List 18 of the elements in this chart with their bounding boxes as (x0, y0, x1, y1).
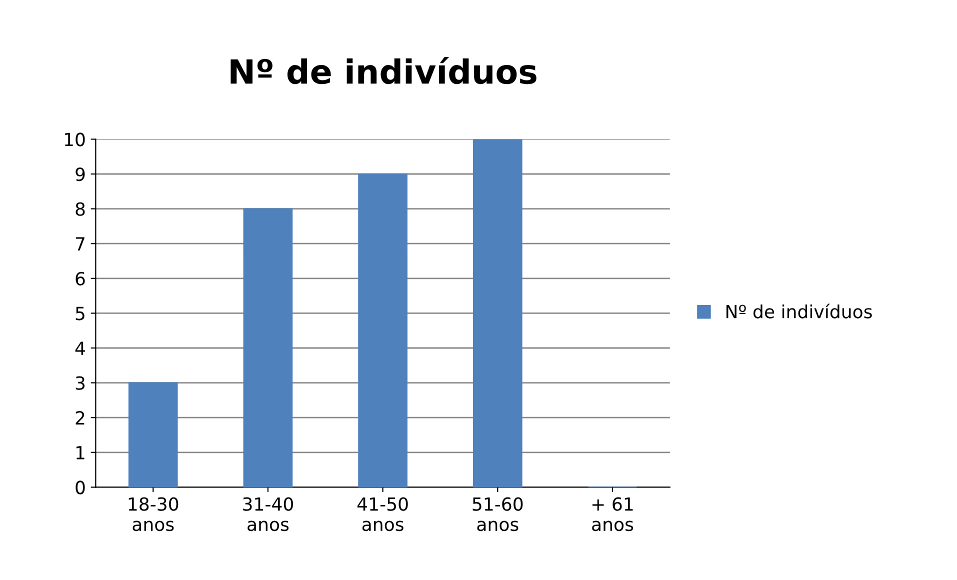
x-tick-label: 31-40 anos (243, 497, 293, 532)
y-tick-label: 10 (64, 132, 85, 146)
y-tick-label: 0 (76, 480, 85, 494)
y-tick-label: 8 (76, 202, 85, 216)
y-tick-label: 5 (76, 306, 84, 320)
x-tick-label: 41-50 anos (357, 497, 408, 532)
y-tick-label: 1 (76, 446, 84, 460)
chart-title: Nº de indivíduos (230, 56, 536, 84)
y-tick-label: 4 (75, 342, 85, 355)
x-tick-label: + 61 anos (592, 497, 634, 532)
y-tick-label: 6 (76, 272, 85, 286)
x-tick-label: 18-30 anos (128, 497, 178, 532)
y-tick-label: 3 (76, 376, 85, 390)
y-tick-label: 2 (76, 411, 84, 424)
x-tick-label: 51-60 anos (472, 497, 523, 532)
y-tick-label: 7 (76, 237, 84, 250)
y-tick-label: 9 (76, 167, 85, 182)
legend-label: Nº de indivíduos (726, 304, 872, 318)
